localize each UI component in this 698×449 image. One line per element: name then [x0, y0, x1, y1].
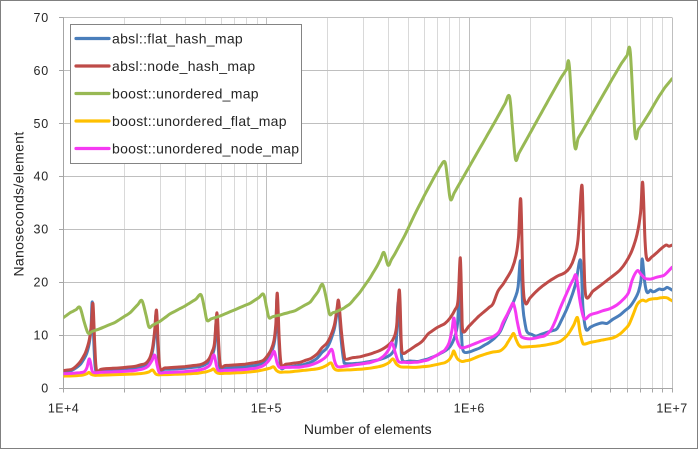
svg-text:boost::unordered_node_map: boost::unordered_node_map	[112, 141, 299, 157]
svg-text:boost::unordered_flat_map: boost::unordered_flat_map	[112, 113, 287, 129]
svg-text:Nanoseconds/element: Nanoseconds/element	[11, 131, 27, 276]
svg-text:20: 20	[33, 276, 49, 290]
svg-text:60: 60	[33, 64, 49, 78]
svg-text:10: 10	[33, 329, 49, 343]
svg-text:boost::unordered_map: boost::unordered_map	[112, 86, 259, 102]
svg-text:40: 40	[33, 170, 49, 184]
svg-text:1E+5: 1E+5	[251, 402, 282, 416]
svg-text:0: 0	[41, 381, 49, 395]
svg-text:absl::flat_hash_map: absl::flat_hash_map	[112, 31, 243, 47]
svg-text:50: 50	[33, 117, 49, 131]
svg-text:absl::node_hash_map: absl::node_hash_map	[112, 58, 255, 74]
svg-text:1E+7: 1E+7	[656, 402, 687, 416]
svg-text:Number of elements: Number of elements	[304, 421, 432, 437]
svg-text:1E+4: 1E+4	[48, 402, 79, 416]
svg-text:30: 30	[33, 223, 49, 237]
svg-text:70: 70	[33, 11, 49, 25]
svg-text:1E+6: 1E+6	[454, 402, 485, 416]
